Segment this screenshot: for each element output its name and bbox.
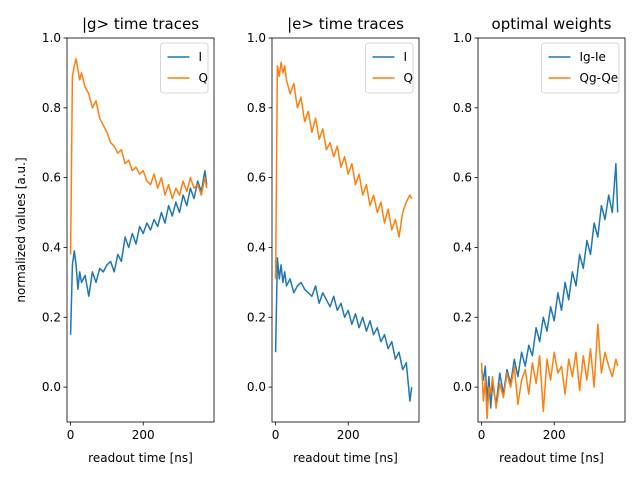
y-tick-label: 0.8 bbox=[42, 101, 61, 115]
legend-box bbox=[365, 42, 414, 94]
legend-label: Qg-Qe bbox=[580, 71, 619, 85]
y-tick-label: 0.2 bbox=[42, 310, 61, 324]
plot-frame bbox=[271, 37, 420, 423]
chart-panel-2: 0.0 0.2 0.4 0.6 0.8 1.0 0 200 readout time [ns] |… bbox=[247, 15, 420, 465]
legend-label: I bbox=[199, 50, 203, 64]
legend-label: Q bbox=[199, 71, 208, 85]
chart-panel-3: 0.0 0.2 0.4 0.6 0.8 1.0 0 200 readout time [ns] o… bbox=[453, 15, 626, 465]
y-tick-label: 0.0 bbox=[247, 380, 266, 394]
legend-label: I bbox=[404, 50, 408, 64]
y-tick-label: 1.0 bbox=[42, 31, 61, 45]
y-tick-label: 0.2 bbox=[247, 310, 266, 324]
y-tick-label: 0.4 bbox=[42, 240, 61, 254]
legend-box bbox=[541, 42, 620, 94]
y-tick-label: 1.0 bbox=[247, 31, 266, 45]
x-tick-label: 200 bbox=[132, 428, 155, 442]
series-line-i bbox=[69, 169, 208, 335]
y-tick-label: 0.0 bbox=[453, 380, 472, 394]
legend: IQ bbox=[160, 42, 209, 94]
legend-label: Q bbox=[404, 71, 413, 85]
x-axis-label: readout time [ns] bbox=[293, 451, 398, 465]
y-tick-label: 0.0 bbox=[42, 380, 61, 394]
y-tick-label: 0.6 bbox=[247, 171, 266, 185]
plot-frame bbox=[477, 37, 626, 423]
y-tick-label: 0.4 bbox=[247, 240, 266, 254]
y-tick-label: 0.6 bbox=[453, 171, 472, 185]
y-tick-label: 1.0 bbox=[453, 31, 472, 45]
x-axis-label: readout time [ns] bbox=[499, 451, 604, 465]
legend: IQ bbox=[365, 42, 414, 94]
y-tick-label: 0.2 bbox=[453, 310, 472, 324]
plot-frame bbox=[66, 37, 215, 423]
x-tick-label: 200 bbox=[543, 428, 566, 442]
x-tick-label: 200 bbox=[337, 428, 360, 442]
y-tick-label: 0.6 bbox=[42, 171, 61, 185]
y-tick-label: 0.8 bbox=[247, 101, 266, 115]
series-line-qg-qe bbox=[480, 323, 619, 420]
chart-panel-1: 0.0 0.2 0.4 0.6 0.8 1.0 0 200 readout time [ns] |… bbox=[42, 15, 215, 465]
series-line-q bbox=[69, 58, 208, 255]
legend: Ig-Ie Qg-Qe bbox=[541, 42, 620, 94]
y-tick-label: 0.4 bbox=[453, 240, 472, 254]
panel-title: |g> time traces bbox=[82, 15, 199, 33]
shared-y-axis-label: normalized values [a.u.] bbox=[14, 157, 28, 302]
x-axis-label: readout time [ns] bbox=[88, 451, 193, 465]
series-line-q bbox=[274, 61, 413, 279]
legend-box bbox=[160, 42, 209, 94]
x-tick-label: 0 bbox=[272, 428, 280, 442]
x-tick-label: 0 bbox=[478, 428, 486, 442]
chart-panels: 0.0 0.2 0.4 0.6 0.8 1.0 0 200 readout time [ns] |… bbox=[42, 15, 626, 465]
y-tick-label: 0.8 bbox=[453, 101, 472, 115]
legend-label: Ig-Ie bbox=[580, 50, 606, 64]
x-tick-label: 0 bbox=[67, 428, 75, 442]
panel-title: |e> time traces bbox=[287, 15, 404, 33]
series-line-i bbox=[274, 257, 413, 402]
panel-title: optimal weights bbox=[492, 15, 612, 33]
